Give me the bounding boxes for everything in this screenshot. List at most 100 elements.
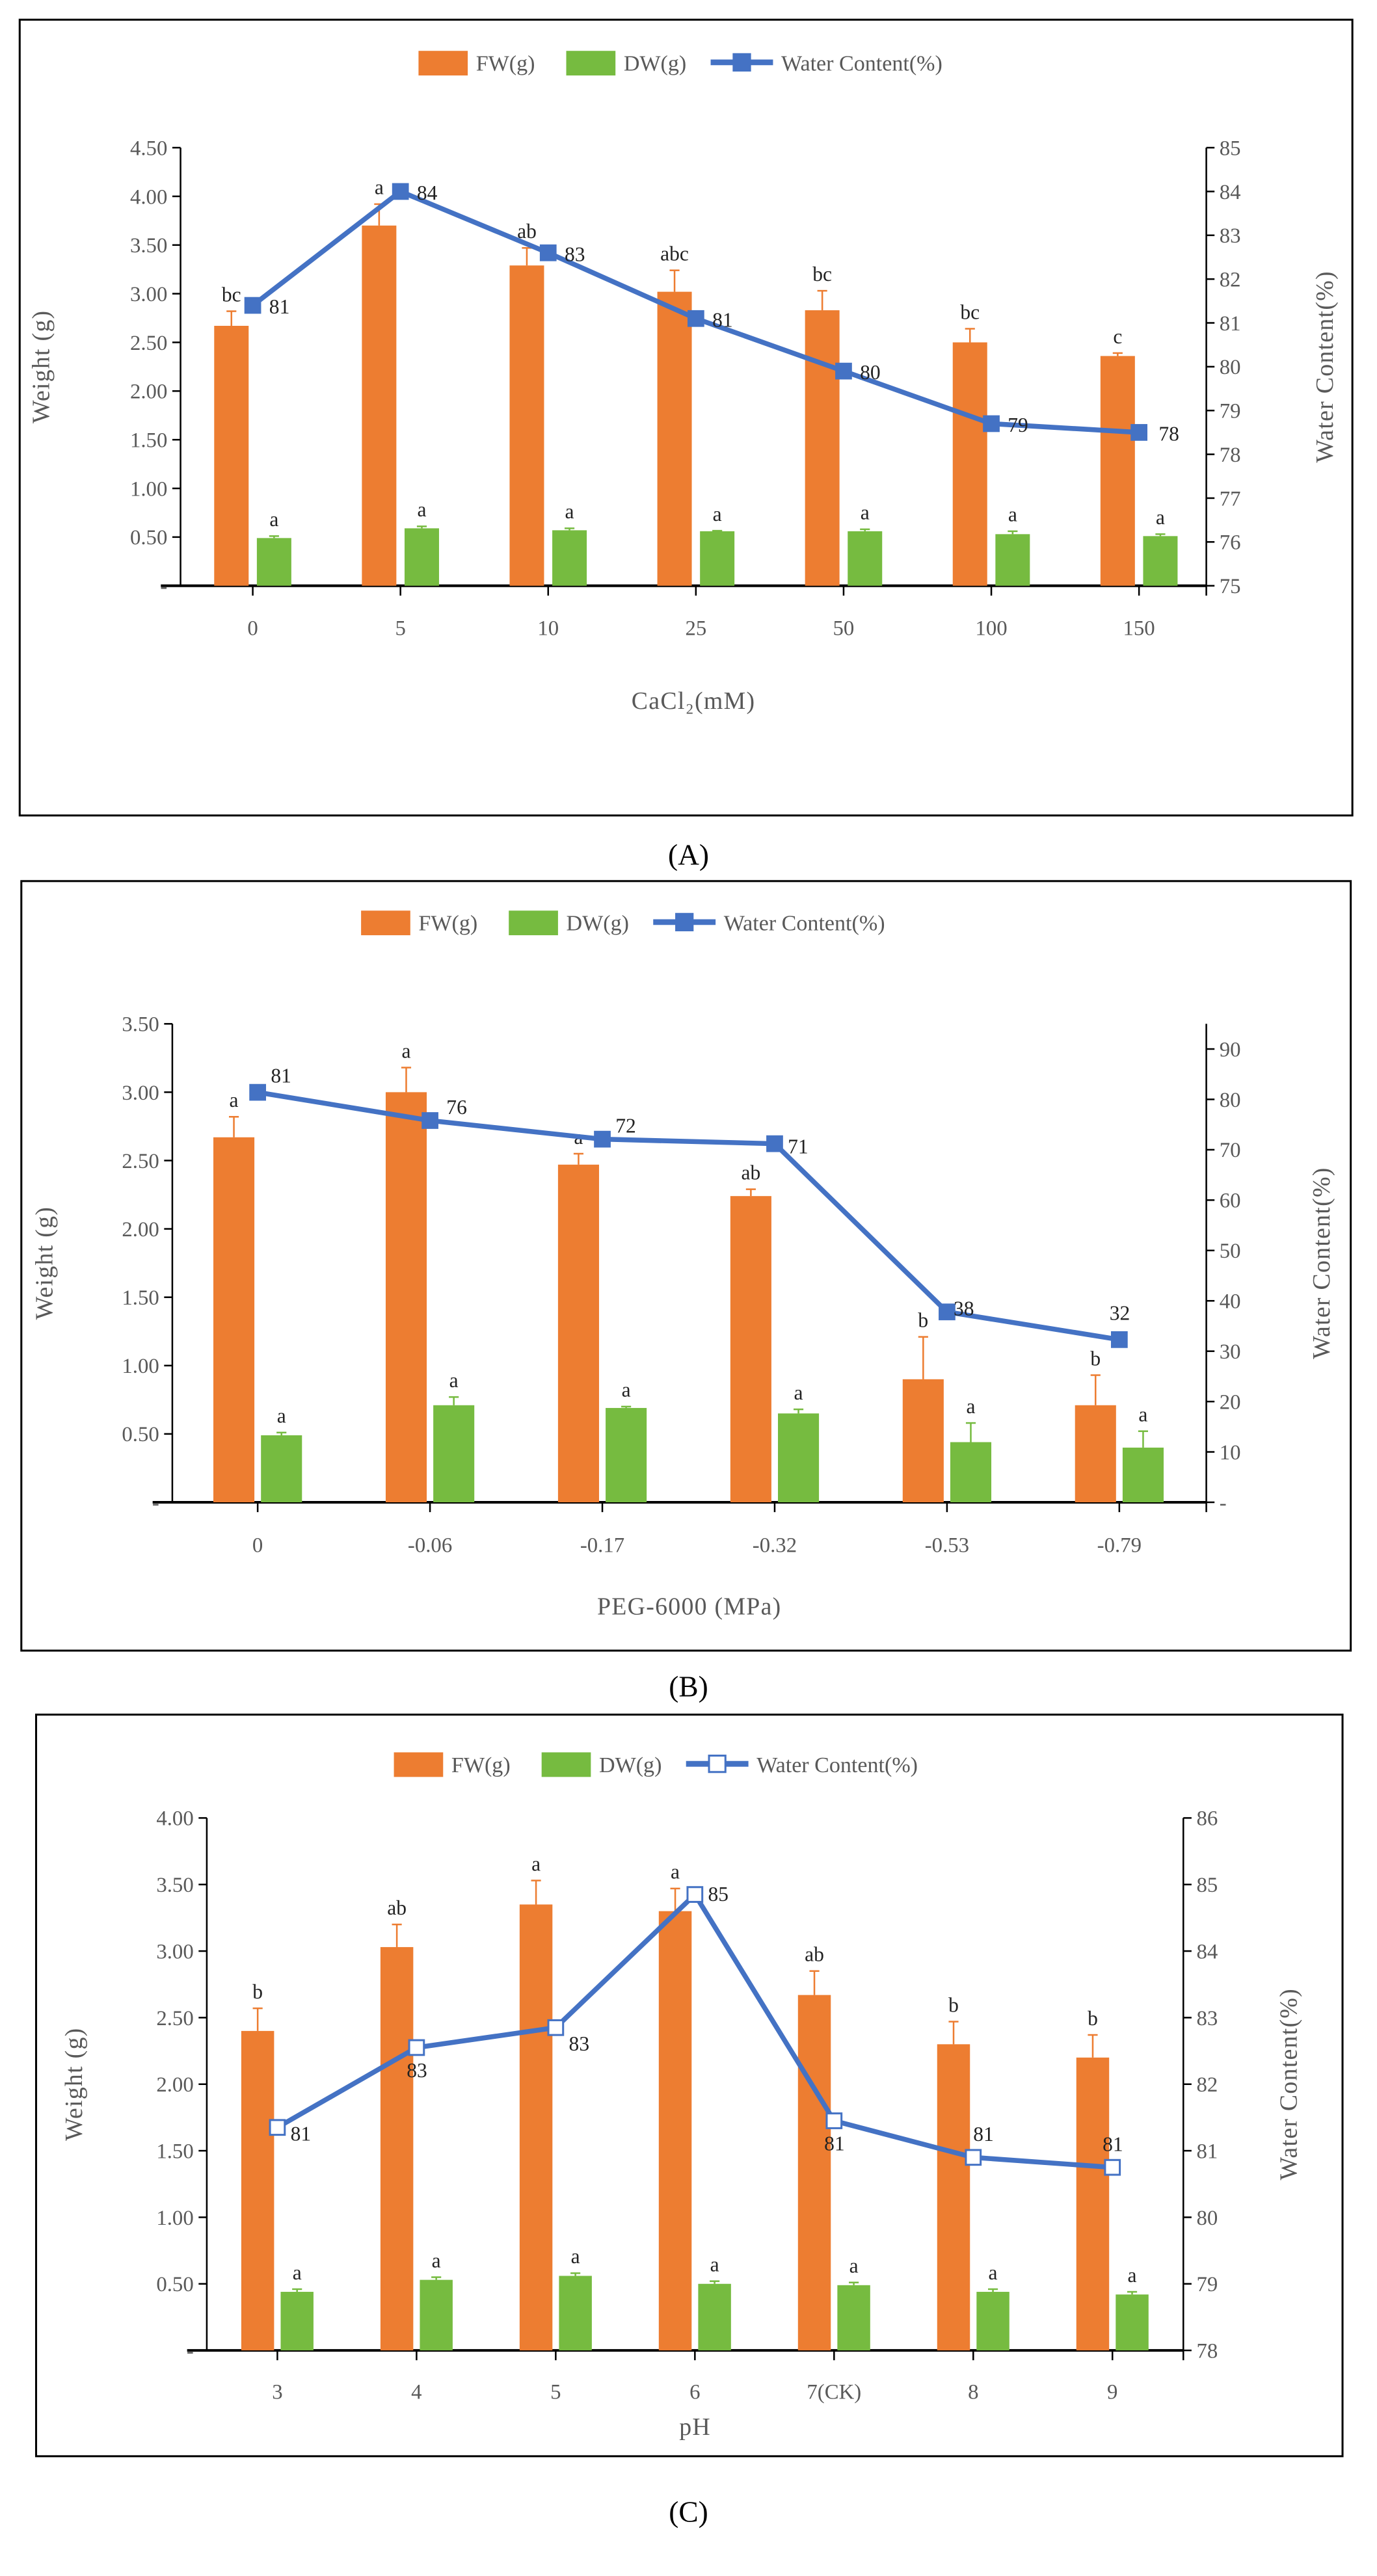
y-tick-label: 3.00 — [122, 1082, 159, 1105]
significance-letter: bc — [222, 283, 241, 306]
legend-label-dw: DW(g) — [567, 912, 629, 936]
significance-letter: b — [252, 1980, 263, 2003]
x-tick-label: 4 — [411, 2381, 421, 2404]
water-content-label: 83 — [407, 2059, 427, 2082]
water-content-label: 81 — [291, 2122, 312, 2145]
x-tick-label: 9 — [1107, 2381, 1117, 2404]
y-tick-label: 1.50 — [156, 2140, 193, 2163]
y2-tick-label: 75 — [1220, 575, 1241, 598]
significance-letter: a — [710, 2253, 719, 2276]
water-content-label: 76 — [446, 1096, 467, 1119]
fw-bar — [519, 1904, 553, 2351]
legend-label-wc: Water Content(%) — [781, 51, 943, 75]
y2-axis-title: Water Content(%) — [1311, 271, 1339, 462]
y2-tick-label: 78 — [1220, 444, 1241, 467]
y-tick-label: 3.50 — [156, 1874, 193, 1897]
significance-letter: a — [449, 1369, 459, 1392]
x-tick-label: 3 — [272, 2381, 282, 2404]
water-content-label: 81 — [269, 295, 290, 318]
y-axis-title: Weight (g) — [28, 310, 55, 423]
y-tick-label: 1.00 — [156, 2207, 193, 2230]
x-tick-label: 150 — [1123, 617, 1155, 640]
fw-bar — [385, 1092, 427, 1502]
significance-letter: ab — [387, 1896, 407, 1919]
y-tick-label: 0.50 — [122, 1423, 159, 1446]
y2-tick-label: 82 — [1220, 269, 1241, 292]
water-content-label: 80 — [860, 361, 881, 384]
y2-tick-label: 20 — [1220, 1390, 1241, 1414]
legend-swatch-dw — [509, 910, 558, 936]
water-content-label: 81 — [712, 308, 733, 331]
legend-label-fw: FW(g) — [418, 912, 477, 936]
y-tick-label: 3.00 — [156, 1940, 193, 1963]
legend-label-dw: DW(g) — [624, 51, 686, 75]
y-tick-label: 2.50 — [122, 1150, 159, 1173]
legend-swatch-fw — [361, 910, 410, 936]
water-content-marker — [594, 1130, 611, 1148]
significance-letter: ab — [742, 1162, 761, 1184]
y2-tick-label: 79 — [1196, 2273, 1218, 2296]
significance-letter: b — [918, 1309, 928, 1332]
water-content-marker — [983, 415, 1000, 432]
y-tick-label: 3.50 — [122, 1013, 159, 1037]
y-tick-label: 2.00 — [130, 380, 167, 404]
fw-bar — [952, 342, 987, 586]
x-tick-label: -0.17 — [580, 1534, 624, 1558]
dw-bar — [1116, 2294, 1149, 2351]
x-tick-label: 5 — [550, 2381, 561, 2404]
dw-bar — [698, 2283, 731, 2351]
water-content-marker — [766, 1135, 783, 1152]
legend-label-dw: DW(g) — [599, 1753, 662, 1777]
water-content-label: 38 — [954, 1297, 974, 1320]
legend-swatch-fw — [394, 1752, 444, 1777]
panel-frame — [18, 18, 1354, 817]
x-axis-title: CaCl₂(mM) — [632, 687, 756, 715]
water-content-line — [257, 1089, 1120, 1342]
y2-tick-label: 79 — [1220, 400, 1241, 423]
y2-axis-title: Water Content(%) — [1275, 1988, 1302, 2180]
panel-caption: (B) — [669, 1671, 708, 1703]
water-content-marker — [835, 362, 852, 380]
water-content-label: 83 — [569, 2032, 590, 2055]
y2-axis-title: Water Content(%) — [1308, 1167, 1335, 1359]
fw-bar — [1076, 2057, 1110, 2351]
water-content-marker — [939, 1303, 956, 1321]
water-content-marker — [539, 244, 557, 261]
legend-label-fw: FW(g) — [476, 51, 535, 75]
x-tick-label: -0.79 — [1097, 1534, 1142, 1558]
significance-letter: b — [1088, 2007, 1098, 2030]
significance-letter: a — [1008, 503, 1017, 526]
y2-tick-label: 80 — [1220, 1089, 1241, 1112]
y-tick-label: 2.50 — [156, 2007, 193, 2030]
water-content-label: 84 — [417, 181, 438, 204]
significance-letter: a — [230, 1089, 239, 1111]
fw-bar — [362, 225, 397, 586]
water-content-label: 81 — [973, 2123, 994, 2145]
fw-bar — [902, 1379, 944, 1502]
water-content-marker — [269, 2119, 286, 2136]
dw-bar — [404, 528, 439, 586]
legend-marker-wc — [732, 53, 751, 72]
fw-bar — [657, 291, 692, 586]
y-tick-label: 1.50 — [122, 1286, 159, 1310]
dw-bar — [559, 2276, 592, 2351]
dw-bar — [552, 530, 587, 586]
y2-tick-label: 85 — [1220, 137, 1241, 160]
fw-bar — [241, 2030, 274, 2351]
y2-tick-label: 80 — [1196, 2207, 1218, 2230]
y2-tick-label: 83 — [1196, 2007, 1218, 2030]
significance-letter: a — [794, 1381, 803, 1404]
water-content-label: 71 — [788, 1135, 809, 1158]
significance-letter: b — [1090, 1347, 1101, 1370]
y2-tick-label: 90 — [1220, 1038, 1241, 1061]
water-content-label: 72 — [615, 1115, 636, 1137]
fw-bar — [730, 1196, 771, 1502]
x-axis-title: pH — [679, 2413, 711, 2441]
dw-bar — [837, 2285, 870, 2351]
y2-tick-label: 30 — [1220, 1340, 1241, 1364]
legend-marker-wc — [708, 1755, 727, 1773]
dw-bar — [256, 538, 291, 586]
dw-bar — [280, 2292, 314, 2351]
significance-letter: abc — [660, 243, 689, 265]
significance-letter: a — [432, 2249, 441, 2272]
